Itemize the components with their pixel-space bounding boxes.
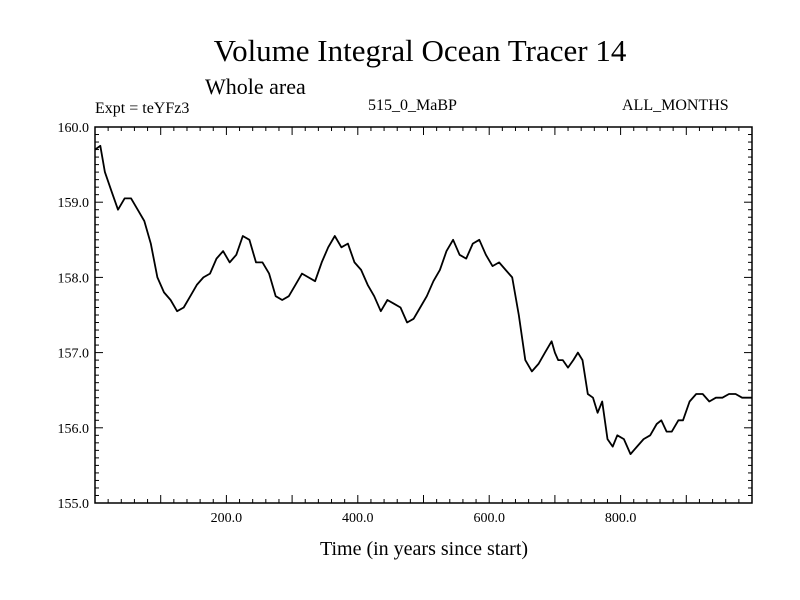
axis-ticks [95,127,752,503]
months-label: ALL_MONTHS [622,97,729,114]
plot-frame [94,126,753,504]
y-tick-label: 156.0 [58,422,90,437]
y-tick-label: 159.0 [58,196,90,211]
tick-labels: 200.0 400.0 600.0 800.0 155.0 156.0 157.0 158.0… [58,121,637,526]
chart-subtitle: Whole area [205,74,306,99]
chart-title: Volume Integral Ocean Tracer 14 [213,33,627,68]
y-tick-label: 157.0 [58,347,90,362]
series-line [94,144,752,455]
experiment-label: Expt = teYFz3 [95,100,190,117]
x-axis-label: Time (in years since start) [319,538,529,560]
y-tick-label: 158.0 [58,271,90,286]
x-tick-label: 200.0 [211,511,243,526]
y-tick-label: 160.0 [58,121,90,136]
x-tick-label: 400.0 [342,511,374,526]
x-tick-label: 800.0 [605,511,637,526]
run-label: 515_0_MaBP [368,97,457,114]
x-tick-label: 600.0 [473,511,505,526]
y-tick-label: 155.0 [58,497,90,512]
